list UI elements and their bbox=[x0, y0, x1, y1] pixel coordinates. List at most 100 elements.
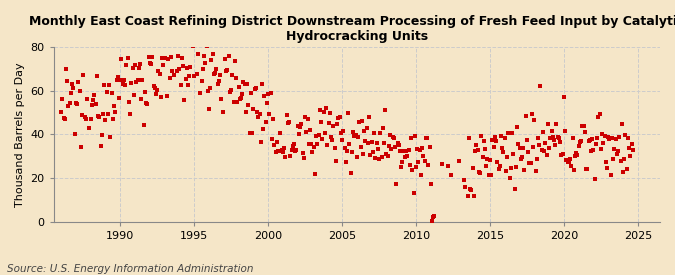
Point bbox=[196, 79, 207, 83]
Point bbox=[146, 61, 157, 66]
Point bbox=[516, 155, 527, 160]
Point bbox=[130, 63, 140, 67]
Point bbox=[348, 130, 358, 134]
Point bbox=[148, 84, 159, 89]
Point bbox=[323, 121, 334, 125]
Point bbox=[410, 165, 421, 169]
Point bbox=[601, 166, 612, 170]
Point bbox=[362, 141, 373, 145]
Point bbox=[219, 43, 230, 48]
Point bbox=[483, 173, 494, 177]
Point bbox=[504, 175, 515, 180]
Point bbox=[470, 149, 481, 153]
Point bbox=[268, 117, 279, 121]
Point bbox=[244, 131, 255, 136]
Point bbox=[83, 42, 94, 46]
Point bbox=[369, 130, 379, 135]
Point bbox=[185, 65, 196, 69]
Point bbox=[113, 96, 124, 100]
Point bbox=[624, 146, 634, 150]
Point bbox=[209, 72, 219, 76]
Point bbox=[281, 113, 292, 117]
Point bbox=[143, 54, 154, 59]
Point bbox=[445, 173, 456, 177]
Point bbox=[488, 145, 499, 149]
Point bbox=[113, 75, 124, 79]
Point bbox=[331, 159, 342, 164]
Point bbox=[221, 68, 232, 73]
Point bbox=[628, 148, 639, 152]
Point bbox=[111, 77, 122, 82]
Point bbox=[106, 91, 117, 96]
Point bbox=[502, 155, 512, 160]
Point bbox=[573, 144, 584, 148]
Point bbox=[89, 92, 100, 97]
Point bbox=[454, 159, 464, 163]
Point bbox=[614, 134, 625, 139]
Point bbox=[482, 156, 493, 161]
Point bbox=[403, 148, 414, 152]
Point bbox=[382, 154, 393, 159]
Point bbox=[269, 143, 279, 147]
Point bbox=[520, 114, 531, 118]
Point bbox=[128, 93, 139, 97]
Point bbox=[396, 165, 406, 169]
Point bbox=[301, 130, 312, 134]
Point bbox=[180, 77, 191, 81]
Point bbox=[318, 110, 329, 114]
Point bbox=[162, 94, 173, 98]
Point bbox=[183, 83, 194, 88]
Point bbox=[225, 88, 236, 92]
Point bbox=[395, 149, 406, 154]
Point bbox=[271, 140, 282, 144]
Point bbox=[422, 136, 433, 141]
Point bbox=[339, 146, 350, 151]
Point bbox=[231, 76, 242, 81]
Point bbox=[176, 56, 187, 60]
Point bbox=[174, 67, 185, 71]
Point bbox=[125, 112, 136, 116]
Point bbox=[308, 144, 319, 149]
Point bbox=[210, 70, 221, 75]
Point bbox=[233, 85, 244, 89]
Point bbox=[592, 136, 603, 140]
Point bbox=[464, 136, 475, 140]
Point bbox=[206, 57, 217, 62]
Point bbox=[401, 149, 412, 154]
Point bbox=[349, 134, 360, 138]
Point bbox=[274, 149, 285, 153]
Point bbox=[215, 72, 225, 77]
Point bbox=[188, 43, 198, 48]
Point bbox=[258, 126, 269, 131]
Point bbox=[495, 134, 506, 138]
Point bbox=[600, 159, 611, 164]
Point bbox=[333, 116, 344, 120]
Point bbox=[246, 91, 256, 95]
Point bbox=[578, 123, 589, 128]
Point bbox=[92, 113, 103, 118]
Point bbox=[404, 163, 415, 167]
Point bbox=[316, 120, 327, 125]
Point bbox=[406, 136, 416, 140]
Point bbox=[201, 44, 212, 48]
Point bbox=[159, 56, 170, 60]
Point bbox=[340, 159, 351, 164]
Point bbox=[541, 153, 552, 158]
Point bbox=[290, 148, 300, 153]
Point bbox=[61, 67, 72, 72]
Point bbox=[319, 131, 330, 135]
Point bbox=[74, 89, 85, 93]
Point bbox=[608, 157, 618, 161]
Point bbox=[386, 147, 397, 152]
Point bbox=[313, 132, 324, 137]
Point bbox=[595, 147, 606, 151]
Point bbox=[425, 182, 436, 186]
Point bbox=[195, 90, 206, 95]
Point bbox=[565, 157, 576, 161]
Point bbox=[530, 169, 541, 174]
Point bbox=[104, 83, 115, 87]
Point bbox=[126, 80, 137, 85]
Point bbox=[304, 128, 315, 133]
Point bbox=[116, 57, 127, 62]
Point bbox=[385, 133, 396, 137]
